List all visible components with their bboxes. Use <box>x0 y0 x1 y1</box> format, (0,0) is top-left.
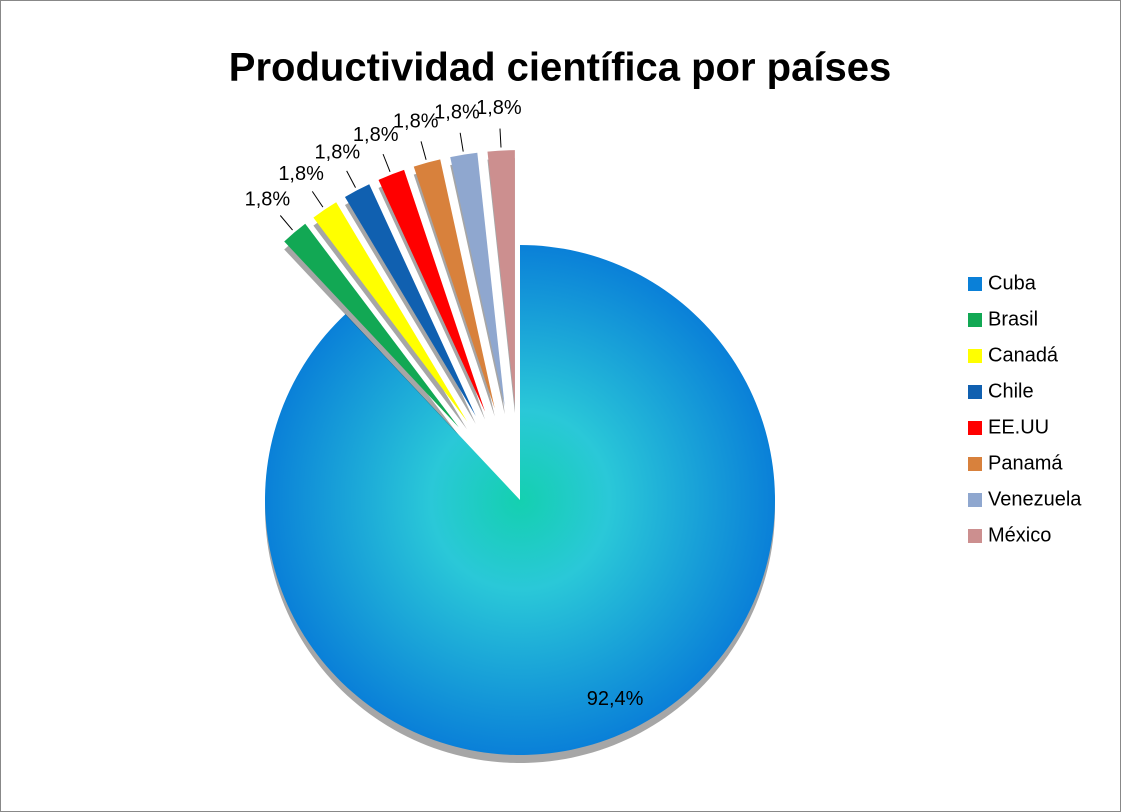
legend-label: EE.UU <box>988 416 1049 438</box>
legend-swatch <box>968 277 982 291</box>
leader-line <box>420 141 427 160</box>
leader-line <box>279 215 293 231</box>
legend-label: Brasil <box>988 308 1038 330</box>
slice <box>450 152 505 407</box>
data-label: 1,8% <box>434 101 480 123</box>
slice <box>344 184 476 416</box>
slice-side <box>450 160 505 415</box>
legend-swatch <box>968 493 982 507</box>
slice-side <box>413 167 495 417</box>
legend-swatch <box>968 385 982 399</box>
legend-label: Venezuela <box>988 488 1082 510</box>
legend-swatch <box>968 421 982 435</box>
legend-label: Canadá <box>988 344 1059 366</box>
leader-line <box>382 153 391 172</box>
leader-line <box>311 191 324 208</box>
slice <box>284 223 459 428</box>
legend-swatch <box>968 529 982 543</box>
data-label: 1,8% <box>393 110 439 132</box>
slice-side <box>378 177 486 420</box>
slice <box>413 159 495 409</box>
data-label: 1,8% <box>245 188 291 210</box>
data-label: 92,4% <box>587 688 644 710</box>
legend-label: Chile <box>988 380 1034 402</box>
legend-label: México <box>988 524 1051 546</box>
legend-swatch <box>968 349 982 363</box>
leader-line <box>346 170 356 188</box>
legend-label: Cuba <box>988 272 1037 294</box>
legend-label: Panamá <box>988 452 1063 474</box>
data-label: 1,8% <box>315 141 361 163</box>
data-label: 1,8% <box>476 97 522 119</box>
slice <box>313 202 467 422</box>
slice <box>378 169 486 412</box>
data-label: 1,8% <box>353 124 399 146</box>
leader-line <box>499 128 502 148</box>
slice <box>487 150 515 406</box>
data-label: 1,8% <box>278 163 324 185</box>
legend-swatch <box>968 313 982 327</box>
slice <box>265 245 776 756</box>
chart-title: Productividad científica por países <box>229 46 891 90</box>
leader-line <box>459 132 464 152</box>
legend-swatch <box>968 457 982 471</box>
